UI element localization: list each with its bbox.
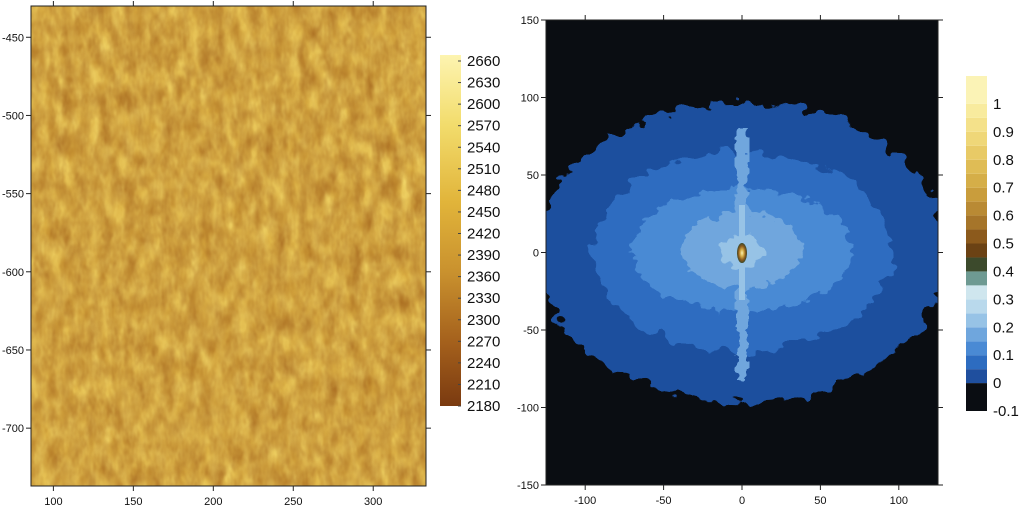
x-tick-label: 50 [814,495,826,507]
left-colorbar-gradient [440,55,461,406]
colorbar-band [966,327,987,342]
colorbar-band [966,201,987,216]
colorbar-tick-label: 2660 [467,53,500,70]
colorbar-band [966,103,987,118]
colorbar-band [966,215,987,230]
colorbar-tick-label: 0.3 [993,291,1014,308]
colorbar-tick-label: 2300 [467,312,500,329]
y-tick-label: 100 [521,93,539,105]
right-x-axis: -100 -50 0 50 100 [574,15,908,507]
colorbar-band [966,117,987,132]
colorbar-band [966,187,987,202]
colorbar-tick-label: 2270 [467,333,500,350]
colorbar-tick-label: 0.8 [993,152,1014,169]
left-x-axis: 100 150 200 250 300 [44,1,382,507]
right-heatmap-panel: -100 -50 0 50 100 150 100 50 0 -50 -100 -150 [517,15,943,507]
left-heatmap-panel: 100 150 200 250 300 -450 -500 -550 -600 -650 -700 [2,1,431,507]
left-colorbar-ticks: 2660 2630 2600 2570 2540 2510 2480 2450 2420 2390… [458,53,500,415]
colorbar-tick-label: 2600 [467,96,500,113]
right-y-axis: 150 100 50 0 -50 -100 -150 [517,15,943,492]
x-tick-label: 100 [44,496,62,507]
y-tick-label: 0 [533,248,539,260]
left-heatmap-field [31,6,426,486]
colorbar-tick-label: 2210 [467,376,500,393]
colorbar-tick-label: 1 [993,96,1001,113]
y-tick-label: -600 [2,267,24,279]
y-tick-label: -450 [2,32,24,44]
colorbar-tick-label: 2540 [467,139,500,156]
colorbar-tick-label: 2630 [467,75,500,92]
y-tick-label: 50 [527,170,539,182]
colorbar-band [966,355,987,370]
colorbar-tick-label: 0.6 [993,208,1014,225]
right-contour-field [546,20,938,485]
colorbar-band [966,299,987,314]
colorbar-tick-label: 2330 [467,290,500,307]
colorbar-tick-label: 0 [993,375,1001,392]
y-tick-label: 150 [521,15,539,27]
colorbar-tick-label: 2360 [467,269,500,286]
colorbar-tick-label: 2480 [467,182,500,199]
colorbar-tick-label: 2450 [467,204,500,221]
colorbar-tick-label: 2240 [467,355,500,372]
colorbar-band [966,229,987,244]
x-tick-label: 250 [284,496,302,507]
y-tick-label: -500 [2,110,24,122]
right-colorbar: 1 0.9 0.8 0.7 0.6 0.5 0.4 0.3 0.2 0.1 0 -0.1 [966,76,1019,420]
colorbar-band [966,145,987,160]
x-tick-label: -100 [574,495,596,507]
colorbar-tick-label: 0.1 [993,347,1014,364]
y-tick-label: -700 [2,423,24,435]
colorbar-band [966,369,987,384]
colorbar-band [966,341,987,356]
colorbar-tick-label: 2510 [467,161,500,178]
colorbar-band [966,76,987,104]
colorbar-tick-label: 0.4 [993,263,1014,280]
colorbar-band [966,285,987,300]
x-tick-label: 200 [204,496,222,507]
colorbar-tick-label: 2180 [467,398,500,415]
contour-peak [737,243,747,263]
y-tick-label: -150 [517,480,539,492]
x-tick-label: -50 [656,495,672,507]
right-colorbar-ticks: 1 0.9 0.8 0.7 0.6 0.5 0.4 0.3 0.2 0.1 0 -0.1 [993,96,1019,420]
x-tick-label: 100 [890,495,908,507]
colorbar-band [966,271,987,286]
colorbar-tick-label: 2570 [467,118,500,135]
colorbar-tick-label: 0.2 [993,319,1014,336]
colorbar-band [966,131,987,146]
colorbar-band [966,173,987,188]
y-tick-label: -100 [517,403,539,415]
colorbar-tick-label: 2390 [467,247,500,264]
y-tick-label: -50 [523,325,539,337]
colorbar-band [966,159,987,174]
heatmap-texture-dark [31,6,426,486]
left-y-axis: -450 -500 -550 -600 -650 -700 [2,32,431,435]
colorbar-band [966,257,987,272]
colorbar-band [966,313,987,328]
colorbar-tick-label: 0.7 [993,180,1014,197]
left-colorbar: 2660 2630 2600 2570 2540 2510 2480 2450 2420 2390… [440,53,500,415]
x-tick-label: 150 [124,496,142,507]
colorbar-band [966,243,987,258]
left-plot-frame [30,5,427,487]
colorbar-tick-label: 2420 [467,226,500,243]
right-colorbar-bands [966,76,987,411]
colorbar-band [966,383,987,411]
x-tick-label: 300 [364,496,382,507]
y-tick-label: -550 [2,189,24,201]
colorbar-tick-label: 0.5 [993,236,1014,253]
colorbar-tick-label: 0.9 [993,124,1014,141]
colorbar-tick-label: -0.1 [993,403,1019,420]
x-tick-label: 0 [739,495,745,507]
y-tick-label: -650 [2,345,24,357]
